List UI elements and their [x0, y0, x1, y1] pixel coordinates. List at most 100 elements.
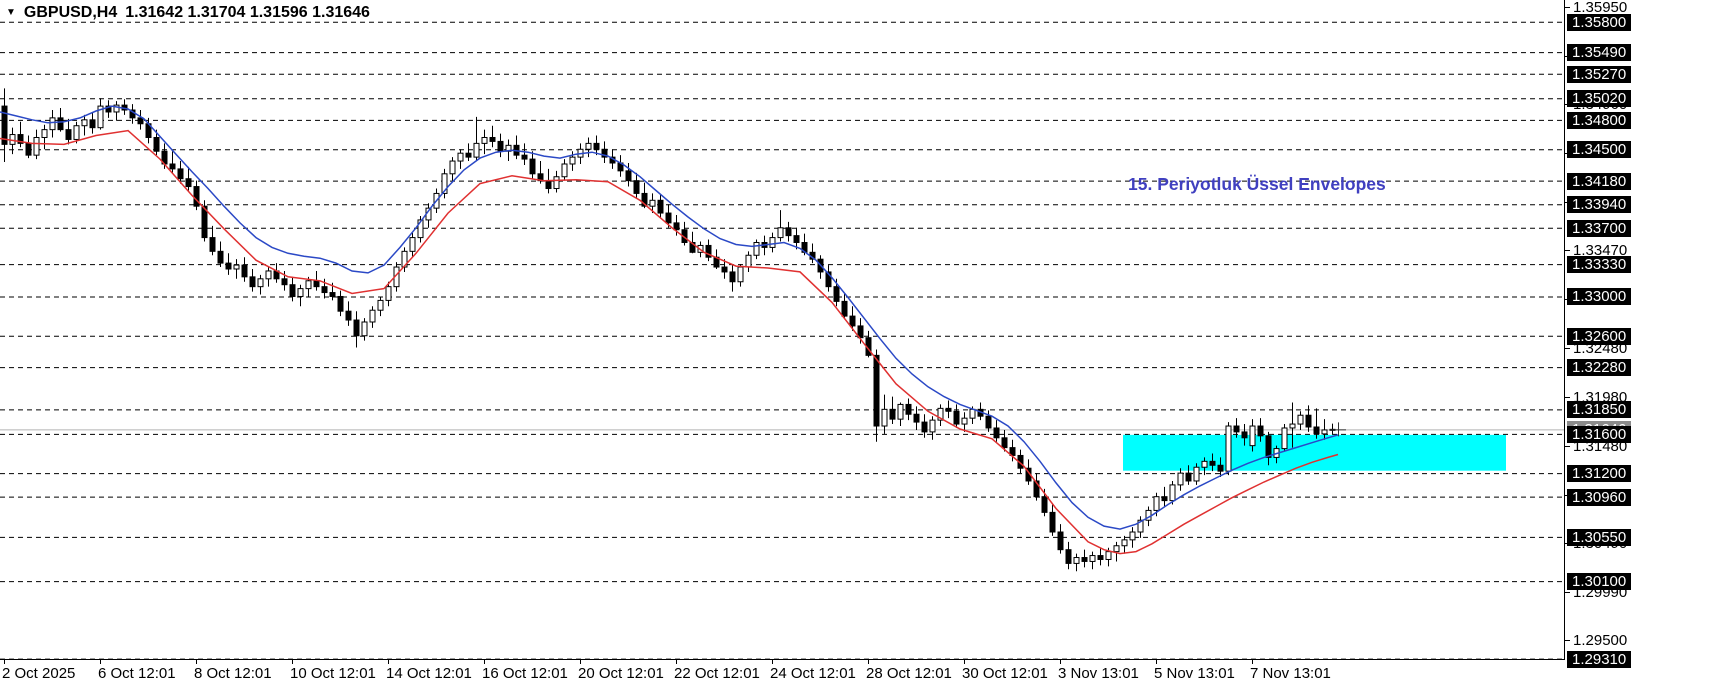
candle-body [841, 300, 848, 317]
scale-tick-mark [1565, 347, 1570, 349]
candle-body [1105, 551, 1112, 560]
level-price-label[interactable]: 1.31600 [1567, 425, 1632, 443]
candle-body [225, 262, 232, 270]
level-price-label[interactable]: 1.30550 [1567, 528, 1632, 546]
candle-body [209, 237, 216, 252]
time-axis-label: 3 Nov 13:01 [1058, 665, 1139, 682]
time-axis-label: 30 Oct 12:01 [962, 665, 1048, 682]
candle-body [1121, 539, 1128, 547]
candle-body [849, 315, 856, 327]
candle-body [409, 237, 416, 252]
candle-body [953, 410, 960, 425]
price-scale-panel[interactable]: 1.359501.354501.349601.344601.339601.334… [1565, 0, 1709, 684]
level-price-label[interactable]: 1.34800 [1567, 111, 1632, 129]
candle-body [585, 142, 592, 150]
candle-body [337, 295, 344, 312]
level-price-label[interactable]: 1.33940 [1567, 196, 1632, 214]
candle-body [1209, 460, 1216, 466]
candle-body [1001, 437, 1008, 449]
candle-body [561, 163, 568, 178]
candle-body [1169, 484, 1176, 502]
level-price-label[interactable]: 1.32600 [1567, 327, 1632, 345]
highlight-rectangle[interactable] [1123, 434, 1506, 471]
candle-body [65, 129, 72, 140]
candle-body [177, 168, 184, 180]
candle-body [1249, 425, 1256, 447]
triangle-down-icon[interactable]: ▼ [6, 7, 16, 18]
candle-body [1073, 557, 1080, 564]
envelope-upper-line [0, 105, 1339, 530]
time-axis-panel[interactable]: 2 Oct 2025 6 Oct 12:01 8 Oct 12:01 10 Oct 1… [0, 660, 1709, 684]
candle-body [1041, 496, 1048, 513]
candle-body [33, 136, 40, 156]
level-price-label[interactable]: 1.29310 [1567, 650, 1632, 668]
level-price-label[interactable]: 1.33330 [1567, 256, 1632, 274]
time-tick-mark [1060, 660, 1061, 664]
candle-body [57, 117, 64, 131]
candle-body [793, 235, 800, 243]
scale-tick-mark [1565, 6, 1570, 8]
candle-body [825, 271, 832, 288]
candle-body [1289, 423, 1296, 429]
candle-body [1233, 425, 1240, 433]
candle-body [993, 427, 1000, 439]
chart-canvas[interactable] [0, 0, 1565, 660]
candle-body [17, 134, 24, 144]
level-price-label[interactable]: 1.35270 [1567, 65, 1632, 83]
candle-body [289, 284, 296, 297]
level-price-label[interactable]: 1.35800 [1567, 13, 1632, 31]
candle-body [297, 288, 304, 297]
level-price-label[interactable]: 1.34180 [1567, 172, 1632, 190]
candle-body [1089, 555, 1096, 562]
candle-body [97, 105, 104, 129]
candle-body [321, 286, 328, 294]
candle-body [969, 408, 976, 419]
candle-body [441, 173, 448, 194]
candle-body [1153, 496, 1160, 511]
level-price-label[interactable]: 1.35490 [1567, 44, 1632, 62]
time-axis-label: 6 Oct 12:01 [98, 665, 176, 682]
candle-body [593, 142, 600, 150]
time-axis-label: 5 Nov 13:01 [1154, 665, 1235, 682]
level-price-label[interactable]: 1.33000 [1567, 288, 1632, 306]
candle-body [1129, 531, 1136, 541]
level-price-label[interactable]: 1.30960 [1567, 488, 1632, 506]
candle-body [857, 325, 864, 339]
candle-body [233, 264, 240, 270]
level-price-label[interactable]: 1.31200 [1567, 465, 1632, 483]
candle-body [217, 250, 224, 264]
candle-body [73, 125, 80, 140]
candle-body [1321, 429, 1328, 435]
candle-body [153, 136, 160, 152]
candle-body [985, 415, 992, 429]
chart-title: ▼ GBPUSD,H4 1.31642 1.31704 1.31596 1.31… [6, 4, 370, 22]
candle-body [1033, 480, 1040, 498]
time-axis-label: 28 Oct 12:01 [866, 665, 952, 682]
level-price-label[interactable]: 1.33700 [1567, 219, 1632, 237]
candle-body [329, 292, 336, 297]
ohlc-values: 1.31642 1.31704 1.31596 1.31646 [125, 4, 370, 21]
scale-tick-mark [1565, 396, 1570, 398]
candle-body [257, 278, 264, 288]
candle-body [569, 156, 576, 165]
candle-body [1057, 531, 1064, 551]
candle-body [265, 270, 272, 280]
symbol-timeframe: GBPUSD,H4 [23, 4, 118, 21]
candle-body [241, 264, 248, 278]
time-axis-label: 7 Nov 13:01 [1250, 665, 1331, 682]
level-price-label[interactable]: 1.34500 [1567, 141, 1632, 159]
candle-body [1305, 414, 1312, 428]
price-chart[interactable] [0, 0, 1565, 660]
envelopes-annotation-text[interactable]: 15. Periyotluk Üssel Envelopes [1128, 174, 1386, 194]
candle-body [1281, 427, 1288, 450]
level-price-label[interactable]: 1.31850 [1567, 401, 1632, 419]
candle-body [1097, 555, 1104, 560]
time-tick-mark [196, 660, 197, 664]
candle-body [921, 421, 928, 433]
time-axis-label: 2 Oct 2025 [2, 665, 76, 682]
candle-body [385, 286, 392, 301]
candle-body [1065, 549, 1072, 564]
level-price-label[interactable]: 1.30100 [1567, 573, 1632, 591]
level-price-label[interactable]: 1.32280 [1567, 359, 1632, 377]
level-price-label[interactable]: 1.35020 [1567, 90, 1632, 108]
